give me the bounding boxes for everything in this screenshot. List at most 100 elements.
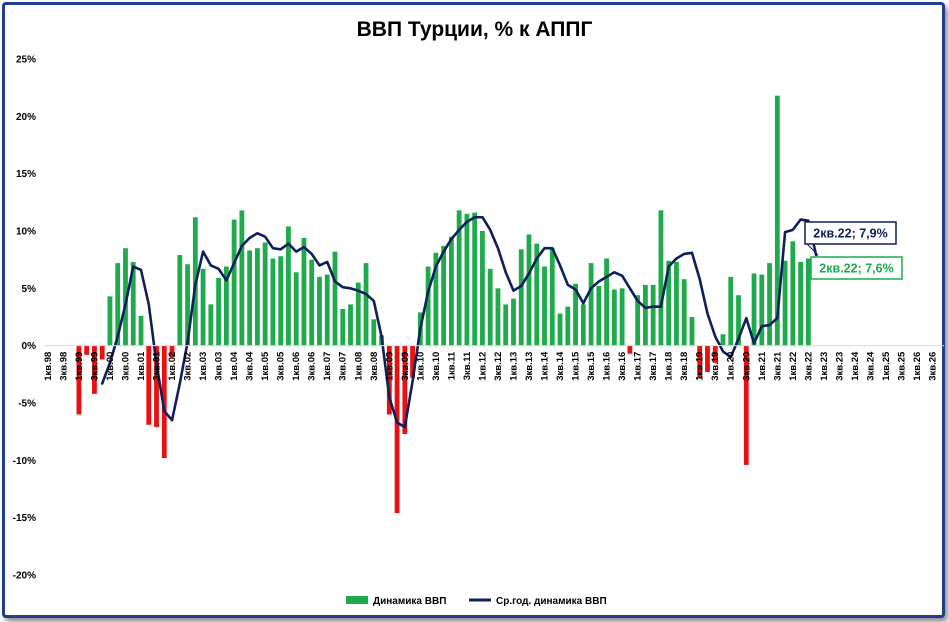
bar	[76, 345, 82, 415]
bar	[743, 345, 749, 465]
x-tick-label: 1кв.09	[384, 352, 395, 381]
x-tick-label: 3кв.08	[369, 352, 380, 381]
bar	[565, 306, 571, 346]
x-tick-label: 1кв.05	[260, 351, 271, 381]
x-tick-label: 3кв.15	[586, 351, 597, 381]
x-tick-label: 3кв.13	[524, 352, 535, 381]
x-tick-label: 1кв.12	[477, 352, 488, 381]
legend: Динамика ВВП Ср.год. динамика ВВП	[346, 596, 607, 607]
x-tick-label: 1кв.10	[415, 352, 426, 381]
bar	[480, 231, 485, 346]
x-tick-label: 3кв.21	[772, 351, 783, 381]
annotations: 2кв.22; 7,9% 2кв.22; 7,6%	[804, 221, 903, 280]
y-tick-label: 20%	[16, 112, 36, 123]
legend-bar-label: Динамика ВВП	[373, 596, 446, 607]
bar	[371, 319, 377, 346]
annotation-label-line: 2кв.22; 7,9%	[813, 227, 887, 241]
line-series	[100, 215, 818, 429]
x-tick-label: 1кв.16	[602, 352, 613, 381]
bar	[208, 304, 214, 346]
annotation-leader-line	[805, 242, 819, 256]
bar	[759, 274, 765, 346]
x-tick-label: 1кв.00	[105, 352, 116, 381]
bar	[161, 345, 167, 459]
bar	[185, 264, 190, 346]
x-tick-label: 1кв.07	[322, 352, 333, 381]
x-tick-label: 3кв.26	[928, 352, 939, 381]
bar	[611, 289, 617, 346]
bar	[805, 258, 811, 346]
bar	[487, 268, 493, 346]
bar	[216, 278, 221, 346]
y-axis: -20% -15% -10% -5% 0% 5% 10% 15% 20% 25%	[13, 55, 36, 582]
bar	[363, 263, 369, 346]
bar	[720, 334, 726, 346]
bar	[573, 283, 578, 346]
x-tick-label: 3кв.00	[120, 352, 131, 381]
bar	[681, 279, 687, 346]
annotation-box-line	[804, 221, 897, 245]
bar	[495, 288, 501, 346]
bar	[254, 248, 260, 346]
bar	[557, 313, 563, 346]
bar	[433, 252, 439, 346]
bar	[247, 250, 253, 346]
x-tick-label: 1кв.18	[664, 352, 675, 381]
x-tick-label: 3кв.18	[679, 352, 690, 381]
x-tick-label: 3кв.16	[617, 352, 628, 381]
bar	[293, 272, 299, 346]
bar	[472, 212, 478, 346]
x-tick-label: 3кв.23	[834, 352, 845, 381]
bar	[526, 234, 532, 346]
bar	[767, 263, 772, 346]
bar	[697, 345, 703, 378]
x-tick-label: 3кв.06	[307, 352, 318, 381]
bar	[154, 345, 159, 428]
bar	[549, 248, 555, 346]
bar	[340, 308, 346, 346]
bar	[317, 276, 322, 346]
bar	[604, 258, 609, 346]
x-tick-label: 1кв.11	[446, 351, 457, 380]
y-tick-label: 10%	[16, 227, 36, 238]
bar	[448, 236, 454, 346]
bar	[642, 284, 648, 346]
x-tick-label: 1кв.22	[788, 352, 799, 381]
x-tick-label: 1кв.20	[726, 352, 737, 381]
x-tick-label: 3кв.17	[648, 352, 659, 381]
y-tick-label: -10%	[13, 456, 36, 467]
bar	[286, 226, 291, 346]
x-tick-label: 1кв.01	[136, 351, 147, 381]
y-tick-label: 15%	[16, 169, 36, 180]
bar	[92, 345, 97, 394]
x-tick-label: 3кв.05	[276, 351, 287, 381]
bar	[464, 213, 470, 346]
x-tick-label: 1кв.03	[198, 352, 209, 381]
bar	[627, 345, 633, 354]
bar	[782, 260, 788, 346]
bar	[712, 345, 718, 363]
bar	[619, 288, 625, 346]
bar	[270, 258, 276, 346]
x-tick-label: 3кв.14	[555, 351, 566, 381]
chart-title: ВВП Турции, % к АППГ	[356, 18, 593, 41]
legend-line-label: Ср.год. динамика ВВП	[496, 596, 607, 607]
bar	[278, 256, 284, 346]
bar	[324, 274, 330, 346]
bar	[301, 237, 307, 346]
annotation-box-bar	[810, 256, 903, 280]
bar	[674, 261, 679, 346]
bar	[790, 241, 796, 346]
x-tick-label: 3кв.10	[431, 352, 442, 381]
x-tick-label: 1кв.04	[229, 351, 240, 381]
bar	[332, 251, 338, 346]
bar	[650, 284, 656, 346]
bar	[798, 261, 803, 346]
bar	[410, 345, 415, 378]
bar	[596, 286, 602, 346]
y-tick-label: 0%	[22, 341, 37, 352]
bar	[736, 295, 741, 346]
bar	[123, 248, 128, 346]
x-tick-label: 3кв.25	[896, 351, 907, 381]
bar	[705, 345, 710, 373]
